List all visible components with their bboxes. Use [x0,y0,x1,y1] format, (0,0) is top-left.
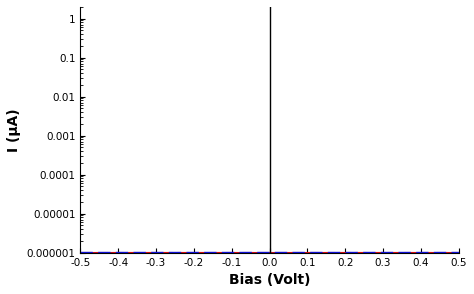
Y-axis label: I (μA): I (μA) [7,108,21,152]
X-axis label: Bias (Volt): Bias (Volt) [229,273,310,287]
